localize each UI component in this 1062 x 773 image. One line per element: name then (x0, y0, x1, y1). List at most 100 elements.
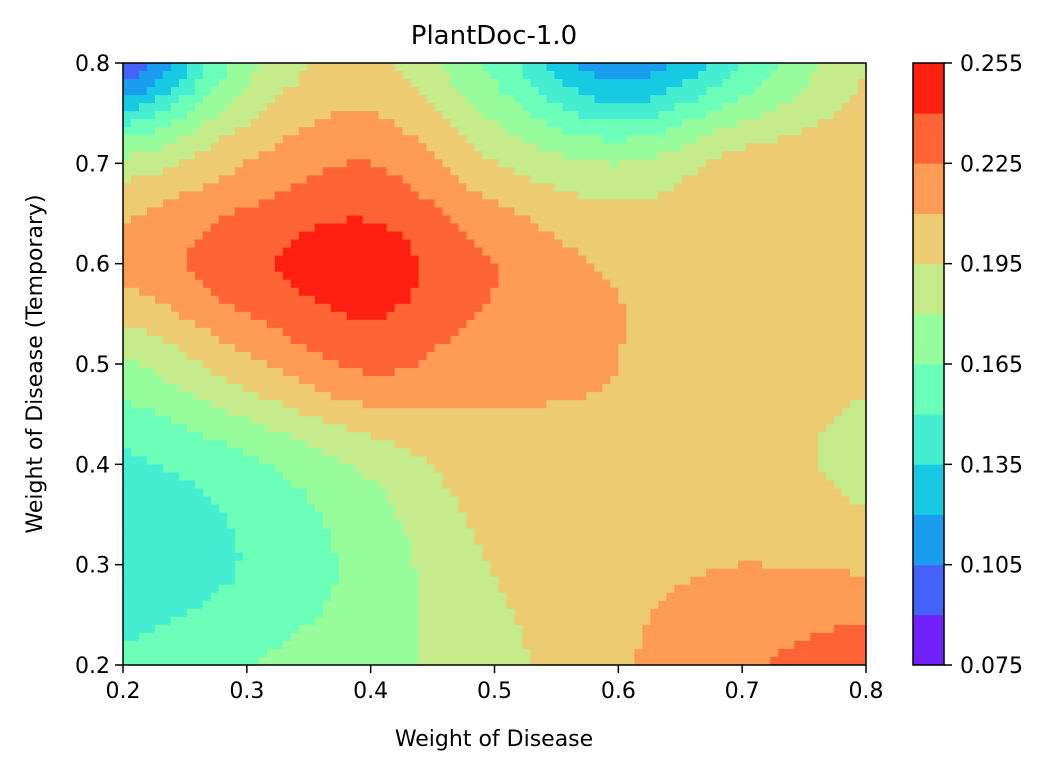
contour-cell (123, 191, 180, 201)
contour-cell (682, 119, 739, 128)
contour-cell (234, 560, 340, 570)
contour-cell (314, 504, 396, 514)
contour-cell (226, 440, 308, 449)
contour-cell (123, 279, 204, 289)
contour-cell (762, 111, 835, 120)
contour-cell (458, 496, 851, 506)
contour-cell (162, 376, 228, 385)
contour-cell (242, 448, 324, 457)
contour-cell (210, 400, 284, 409)
contour-cell (418, 263, 500, 273)
contour-cell (346, 424, 827, 433)
contour-cell (386, 311, 476, 321)
contour-cell (642, 640, 795, 650)
contour-cell (178, 135, 220, 144)
contour-cell (186, 111, 220, 120)
contour-cell (522, 71, 556, 80)
contour-cell (458, 504, 866, 514)
contour-cell (458, 223, 540, 233)
contour-cell (834, 624, 866, 634)
contour-cell (194, 392, 260, 401)
contour-cell (482, 111, 532, 120)
contour-cell (578, 111, 659, 120)
contour-cell (194, 319, 268, 329)
contour-cell (210, 223, 316, 233)
contour-cell (306, 440, 396, 449)
contour-cell (330, 303, 396, 313)
contour-cell (514, 95, 548, 104)
contour-cell (338, 552, 412, 562)
colorbar-band (913, 514, 944, 566)
contour-cell (123, 456, 148, 465)
contour-cell (146, 207, 236, 217)
contour-cell (290, 279, 420, 289)
contour-cell (123, 127, 156, 136)
contour-cell (202, 63, 228, 72)
contour-cell (123, 223, 212, 233)
contour-cell (626, 335, 866, 345)
contour-cell (722, 151, 866, 160)
contour-cell (218, 215, 348, 225)
contour-cell (410, 247, 484, 257)
contour-cell (162, 143, 212, 152)
contour-cell (682, 175, 866, 184)
contour-cell (298, 408, 843, 417)
contour-cell (362, 400, 548, 409)
contour-cell (410, 552, 484, 562)
contour-cell (123, 600, 204, 610)
contour-cell (466, 512, 866, 522)
contour-cell (123, 295, 156, 305)
contour-cell (202, 119, 252, 128)
colorbar-band (913, 163, 944, 214)
contour-cell (810, 632, 866, 642)
contour-cell (386, 496, 460, 506)
contour-cell (250, 79, 300, 88)
contour-cell (722, 79, 763, 88)
contour-cell (330, 584, 420, 594)
contour-cell (466, 183, 556, 193)
contour-cell (346, 215, 364, 225)
contour-cell (290, 432, 372, 441)
contour-cell (250, 351, 324, 361)
contour-cell (394, 512, 468, 522)
contour-cell (434, 464, 819, 473)
contour-cell (410, 448, 819, 457)
contour-cell (123, 207, 148, 217)
contour-cell (562, 103, 675, 112)
contour-cell (466, 95, 516, 104)
contour-cell (266, 424, 348, 433)
contour-cell (338, 576, 420, 586)
contour-cell (338, 359, 420, 369)
contour-cell (170, 119, 204, 128)
contour-cell (170, 103, 196, 112)
contour-cell (202, 279, 292, 289)
y-tick-label: 0.3 (75, 554, 110, 579)
contour-cell (146, 327, 212, 337)
contour-cell (146, 456, 260, 465)
contour-cell (242, 87, 284, 96)
contour-cell (186, 608, 324, 618)
contour-cell (634, 648, 779, 658)
contour-cell (242, 159, 348, 168)
contour-cell (123, 167, 164, 176)
contour-cell (162, 167, 236, 176)
contour-cell (154, 127, 196, 136)
contour-cell (123, 335, 164, 345)
contour-cell (123, 432, 204, 441)
contour-cell (210, 143, 276, 152)
contour-cell (626, 319, 866, 329)
contour-cell (658, 191, 866, 201)
contour-cell (210, 368, 284, 377)
contour-cell (410, 544, 484, 554)
contour-cell (282, 87, 420, 96)
contour-cell (538, 143, 683, 152)
contour-cell (402, 127, 460, 136)
contour-cell (202, 359, 268, 369)
contour-cell (706, 159, 866, 168)
contour-cell (378, 111, 444, 120)
contour-cell (218, 79, 252, 88)
contour-cell (186, 263, 276, 273)
contour-cell (450, 71, 492, 80)
contour-cell (474, 536, 866, 546)
contour-cell (434, 103, 476, 112)
